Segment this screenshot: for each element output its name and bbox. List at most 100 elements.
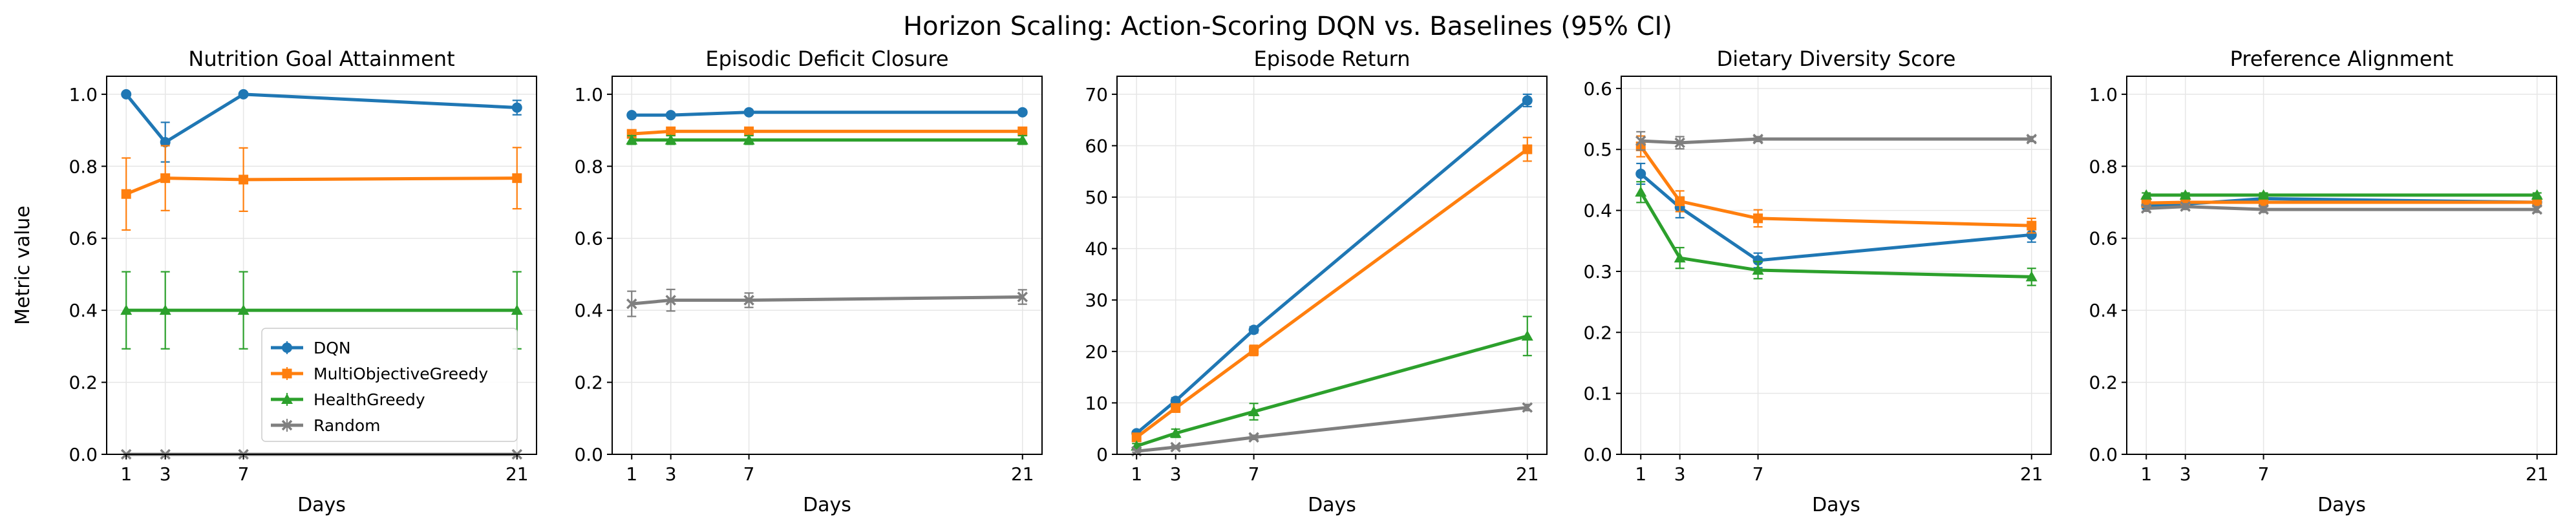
data-point	[1016, 134, 1028, 145]
data-point	[1522, 144, 1533, 154]
data-point	[1674, 252, 1686, 263]
x-tick-label: 21	[2020, 463, 2043, 485]
y-tick-label: 0.6	[2089, 228, 2118, 249]
x-tick-label: 21	[2526, 463, 2549, 485]
x-tick-label: 1	[1131, 463, 1142, 485]
axes-frame	[2126, 76, 2557, 455]
data-point	[120, 304, 133, 315]
x-tick-label: 1	[2140, 463, 2152, 485]
x-tick-label: 7	[1752, 463, 1764, 485]
series-Random	[1131, 402, 1533, 457]
x-axis-label: Days	[1812, 494, 1860, 516]
data-point	[744, 126, 754, 136]
axes-frame	[612, 76, 1043, 455]
series-MultiObjectiveGreedy	[626, 126, 1028, 139]
series-Random	[626, 288, 1028, 317]
panel-title: Episodic Deficit Closure	[705, 47, 948, 71]
data-point	[2140, 203, 2152, 214]
y-tick-label: 1.0	[2089, 84, 2118, 105]
series-MultiObjectiveGreedy	[1131, 136, 1533, 443]
y-tick-label: 0.2	[2089, 372, 2118, 394]
axes-frame	[1116, 76, 1548, 455]
data-point	[1248, 432, 1259, 443]
series-line	[1641, 137, 2032, 145]
y-tick-label: 0.4	[1583, 200, 1612, 222]
data-point	[626, 298, 637, 310]
y-tick-label: 0.5	[1583, 139, 1612, 160]
y-tick-label: 0.6	[574, 228, 603, 249]
y-tick-label: 0.4	[574, 300, 603, 321]
data-point	[2259, 197, 2269, 207]
data-point	[2531, 189, 2543, 200]
data-point	[239, 174, 249, 185]
data-point	[2532, 197, 2542, 207]
legend-entry: HealthGreedy	[271, 390, 425, 409]
series-MultiObjectiveGreedy	[1635, 135, 2037, 234]
x-tick-label: 7	[2258, 463, 2270, 485]
panel-1: 0.0 0.2 0.4 0.6 0.8 1.0 1 3 7 21 Nutrition Goal At…	[12, 47, 537, 516]
data-point	[1635, 186, 1647, 197]
data-point	[1017, 126, 1028, 136]
x-tick-label: 3	[1674, 463, 1686, 485]
series-line	[632, 111, 1023, 117]
series-Random	[1635, 131, 2038, 151]
x-tick-label: 1	[626, 463, 637, 485]
x-tick-label: 3	[1170, 463, 1182, 485]
data-point	[2179, 189, 2191, 200]
data-point	[511, 304, 523, 315]
data-point	[511, 102, 522, 113]
legend-entry: DQN	[271, 339, 351, 357]
series-MultiObjectiveGreedy	[121, 145, 522, 231]
x-axis-label: Days	[297, 494, 346, 516]
y-tick-label: 1.0	[574, 84, 603, 105]
y-tick-label: 0.1	[1583, 383, 1612, 405]
y-tick-label: 0.3	[1583, 261, 1612, 282]
series-HealthGreedy	[626, 134, 1028, 145]
data-point	[665, 295, 676, 306]
x-tick-label: 3	[665, 463, 677, 485]
panel-5: 0.0 0.2 0.4 0.6 0.8 1.0 1 3 7 21 Preference Alignm…	[2089, 47, 2557, 516]
legend-label: DQN	[314, 339, 351, 357]
y-tick-label: 0.8	[2089, 156, 2118, 177]
data-point	[2258, 204, 2269, 215]
data-point	[1017, 291, 1028, 302]
data-point	[1169, 427, 1182, 438]
panel-2: 0.0 0.2 0.4 0.6 0.8 1.0 1 3 7 21 Episodic Deficit …	[574, 47, 1043, 516]
series-HealthGreedy	[120, 271, 523, 350]
data-point	[1017, 107, 1028, 118]
series-line	[1135, 99, 1529, 435]
y-tick-label: 0.8	[69, 156, 98, 177]
x-tick-label: 3	[160, 463, 171, 485]
data-point	[2025, 271, 2038, 282]
panel-title: Nutrition Goal Attainment	[188, 47, 454, 71]
x-axis-label: Days	[2317, 494, 2366, 516]
y-tick-label: 0.2	[1583, 322, 1612, 343]
data-point	[1522, 402, 1533, 413]
y-tick-label: 0.0	[1583, 444, 1612, 465]
data-point	[2140, 189, 2153, 200]
x-tick-label: 21	[1011, 463, 1034, 485]
data-point	[743, 107, 754, 118]
series-line	[632, 129, 1023, 136]
legend-marker	[282, 368, 292, 379]
data-point	[1674, 137, 1685, 149]
y-tick-label: 50	[1085, 187, 1108, 208]
data-point	[121, 189, 131, 199]
x-tick-label: 7	[743, 463, 755, 485]
series-line	[1135, 148, 1529, 439]
series-line	[2146, 205, 2537, 211]
data-point	[1170, 441, 1181, 453]
series-line	[1136, 334, 1528, 448]
legend: DQN MultiObjectiveGreedy HealthGreedy Rando…	[261, 328, 518, 442]
panel-title: Dietary Diversity Score	[1717, 47, 1956, 71]
y-tick-label: 60	[1085, 135, 1108, 156]
y-tick-label: 0.8	[574, 156, 603, 177]
x-tick-label: 21	[506, 463, 529, 485]
x-tick-label: 7	[1248, 463, 1260, 485]
data-point	[1248, 405, 1260, 416]
panels: 0.0 0.2 0.4 0.6 0.8 1.0 1 3 7 21 Nutrition Goal At…	[12, 47, 2557, 516]
data-point	[2257, 189, 2270, 200]
data-point	[1675, 196, 1685, 206]
series-line	[1639, 173, 2032, 262]
data-point	[1752, 133, 1763, 145]
